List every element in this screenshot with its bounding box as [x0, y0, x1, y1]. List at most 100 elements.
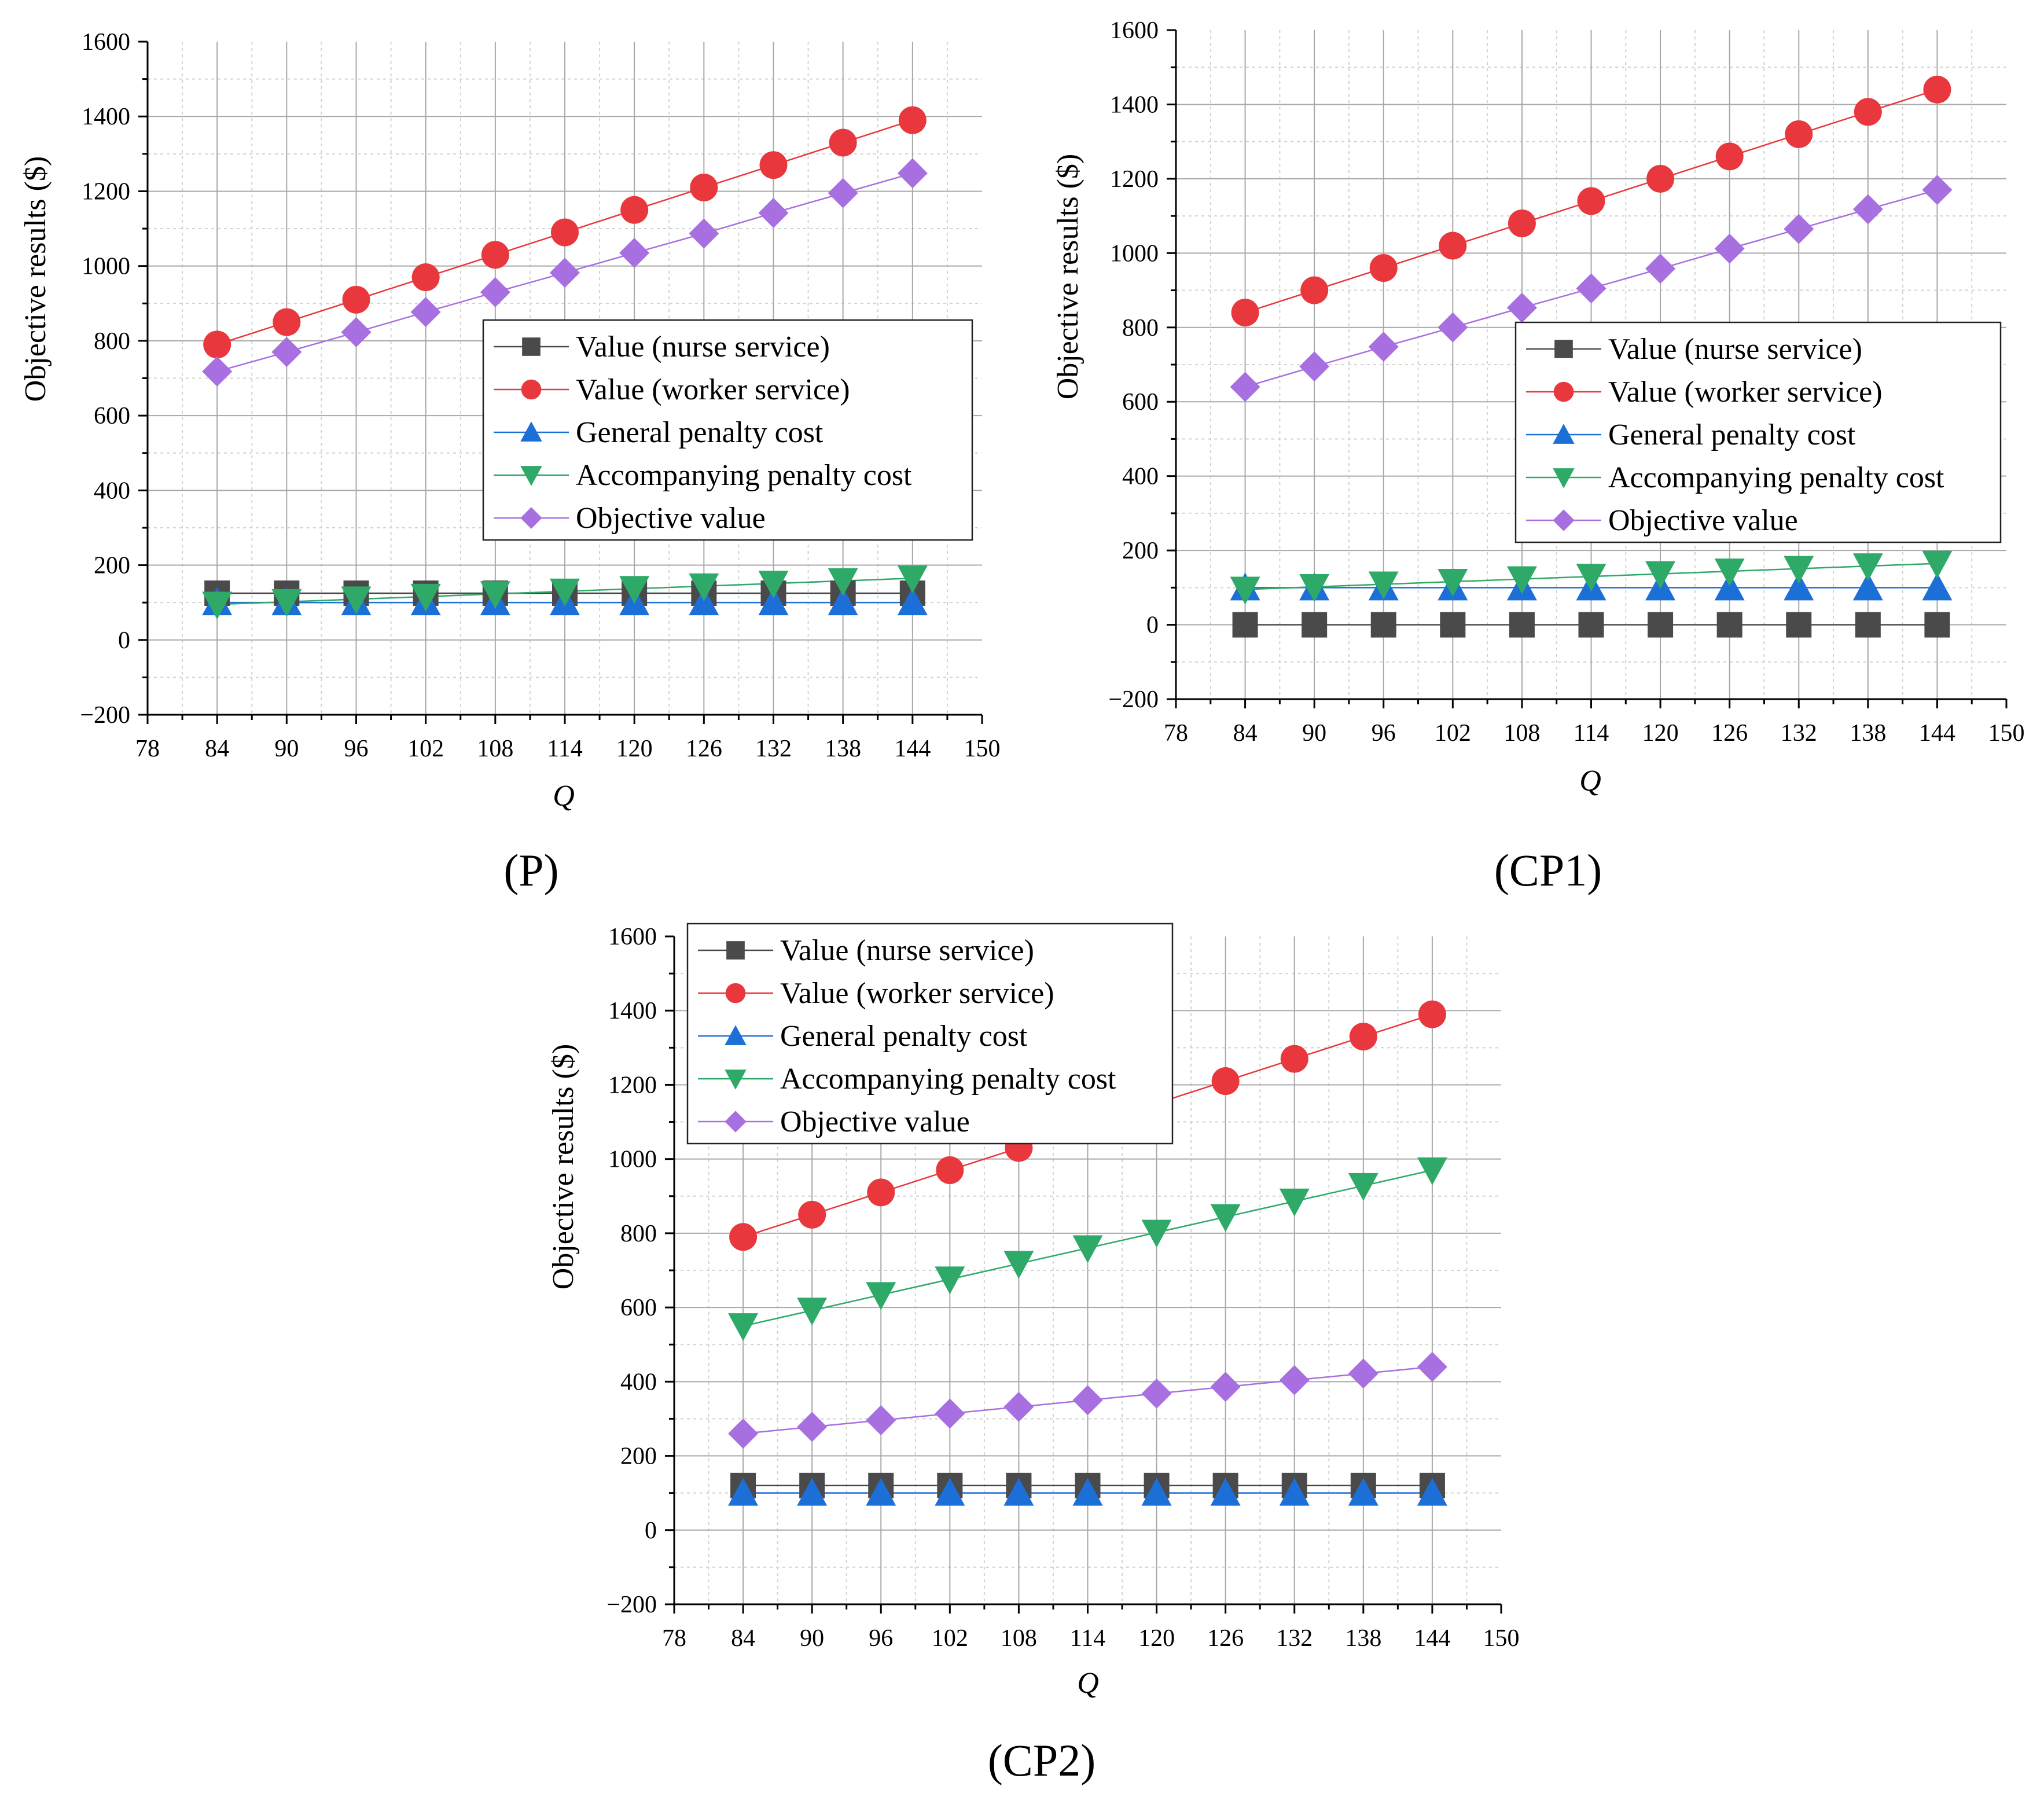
data-point-nurse	[1786, 612, 1812, 638]
x-tick-label: 144	[1919, 720, 1955, 747]
y-tick-label: 1000	[1110, 240, 1159, 267]
data-point-objective	[1576, 273, 1606, 304]
data-point-accompanying	[550, 578, 580, 607]
data-point-general	[1003, 1478, 1034, 1506]
data-point-worker	[481, 241, 509, 269]
data-point-accompanying	[897, 565, 928, 594]
panel-label-cp1: (CP1)	[1494, 845, 1602, 895]
legend-label-general: General penalty cost	[576, 416, 824, 449]
legend-label-general: General penalty cost	[780, 1020, 1028, 1053]
y-tick-label: 800	[620, 1221, 657, 1247]
legend-marker-general	[1553, 424, 1575, 444]
data-point-worker	[898, 106, 927, 134]
x-tick-label: 126	[686, 736, 722, 762]
data-point-worker	[1923, 75, 1951, 104]
y-tick-label: 1400	[1110, 91, 1159, 118]
legend-label-worker: Value (worker service)	[576, 373, 850, 406]
y-tick-label: 1200	[82, 178, 130, 205]
x-tick-label: 144	[894, 736, 931, 762]
y-axis-title: Objective results ($)	[547, 1044, 580, 1290]
x-tick-label: 84	[1233, 720, 1258, 747]
data-point-accompanying	[480, 581, 510, 609]
data-point-objective	[1348, 1358, 1378, 1389]
data-point-accompanying	[1506, 566, 1537, 594]
data-point-general	[866, 1478, 896, 1506]
data-point-accompanying	[271, 589, 302, 617]
y-tick-label: 1400	[82, 104, 130, 130]
data-point-worker	[759, 151, 788, 179]
x-axis-title: Q	[1077, 1667, 1099, 1700]
legend-marker	[1553, 468, 1575, 488]
data-point-general	[935, 1478, 965, 1506]
legend-label-objective: Objective value	[1608, 504, 1798, 537]
y-tick-label: 1400	[608, 998, 657, 1024]
data-point-objective	[1230, 372, 1260, 402]
data-point-accompanying	[1141, 1219, 1172, 1248]
data-point-accompanying	[202, 591, 233, 620]
data-point-accompanying	[797, 1298, 828, 1326]
data-point-objective	[1417, 1351, 1447, 1382]
data-point-general	[1714, 572, 1745, 601]
data-point-worker	[273, 308, 301, 336]
data-point-accompanying	[1714, 558, 1745, 587]
legend: Value (nurse service) Value (worker servi…	[1514, 321, 2002, 543]
data-point-worker	[729, 1223, 758, 1251]
legend-marker-objective	[1553, 509, 1575, 531]
legend-marker	[725, 1025, 747, 1045]
series-layer	[202, 106, 928, 620]
x-tick-label: 132	[1276, 1625, 1313, 1652]
y-tick-label: 800	[1122, 315, 1159, 341]
y-tick-label: 1000	[82, 253, 130, 280]
legend-label-accompanying: Accompanying penalty cost	[1608, 461, 1944, 494]
x-tick-label: 132	[755, 736, 792, 762]
x-tick-label: 120	[1642, 720, 1679, 747]
data-point-accompanying	[1922, 550, 1953, 579]
data-point-objective	[1003, 1391, 1034, 1422]
legend-label-nurse: Value (nurse service)	[1608, 333, 1862, 366]
data-point-objective	[1506, 292, 1537, 323]
axes: −200 0 200 400 600 800 1000 1200 1400 1600 78 84 90 9…	[606, 924, 1519, 1652]
legend-box	[482, 319, 973, 541]
x-tick-label: 102	[407, 736, 444, 762]
data-point-nurse	[1440, 612, 1466, 638]
data-point-objective	[1645, 253, 1676, 284]
data-point-objective	[797, 1412, 828, 1442]
x-tick-label: 126	[1207, 1625, 1244, 1652]
data-point-worker	[1280, 1045, 1308, 1073]
data-point-nurse	[1924, 612, 1950, 638]
y-axis-title: Objective results ($)	[19, 156, 52, 402]
data-point-accompanying	[728, 1313, 759, 1342]
data-point-worker	[620, 196, 649, 224]
data-point-worker	[829, 128, 857, 157]
x-tick-label: 138	[825, 736, 861, 762]
data-point-accompanying	[935, 1266, 965, 1295]
x-tick-label: 150	[964, 736, 1001, 762]
data-point-nurse	[1232, 612, 1258, 638]
data-point-accompanying	[619, 576, 650, 604]
data-point-nurse	[1716, 612, 1742, 638]
data-point-worker	[1577, 187, 1605, 215]
legend-marker	[521, 379, 542, 400]
x-tick-label: 114	[547, 736, 582, 762]
y-tick-label: 600	[1122, 389, 1159, 416]
data-point-nurse	[1855, 612, 1881, 638]
y-tick-label: −200	[80, 702, 130, 729]
data-point-general	[828, 587, 858, 616]
data-point-general	[1279, 1478, 1310, 1506]
data-point-worker	[798, 1200, 826, 1229]
data-point-general	[1141, 1478, 1172, 1506]
legend-box	[1514, 321, 2002, 543]
data-point-accompanying	[866, 1282, 896, 1310]
data-point-nurse	[1370, 612, 1396, 638]
x-tick-label: 120	[616, 736, 653, 762]
data-point-general	[1210, 1478, 1241, 1506]
legend-marker	[520, 466, 542, 486]
data-point-worker	[1349, 1023, 1377, 1051]
data-point-objective	[1714, 233, 1745, 264]
data-point-accompanying	[758, 571, 789, 599]
legend-box	[686, 923, 1174, 1145]
data-point-general	[897, 587, 928, 616]
legend-label-objective: Objective value	[576, 502, 766, 535]
data-point-objective	[410, 297, 441, 328]
